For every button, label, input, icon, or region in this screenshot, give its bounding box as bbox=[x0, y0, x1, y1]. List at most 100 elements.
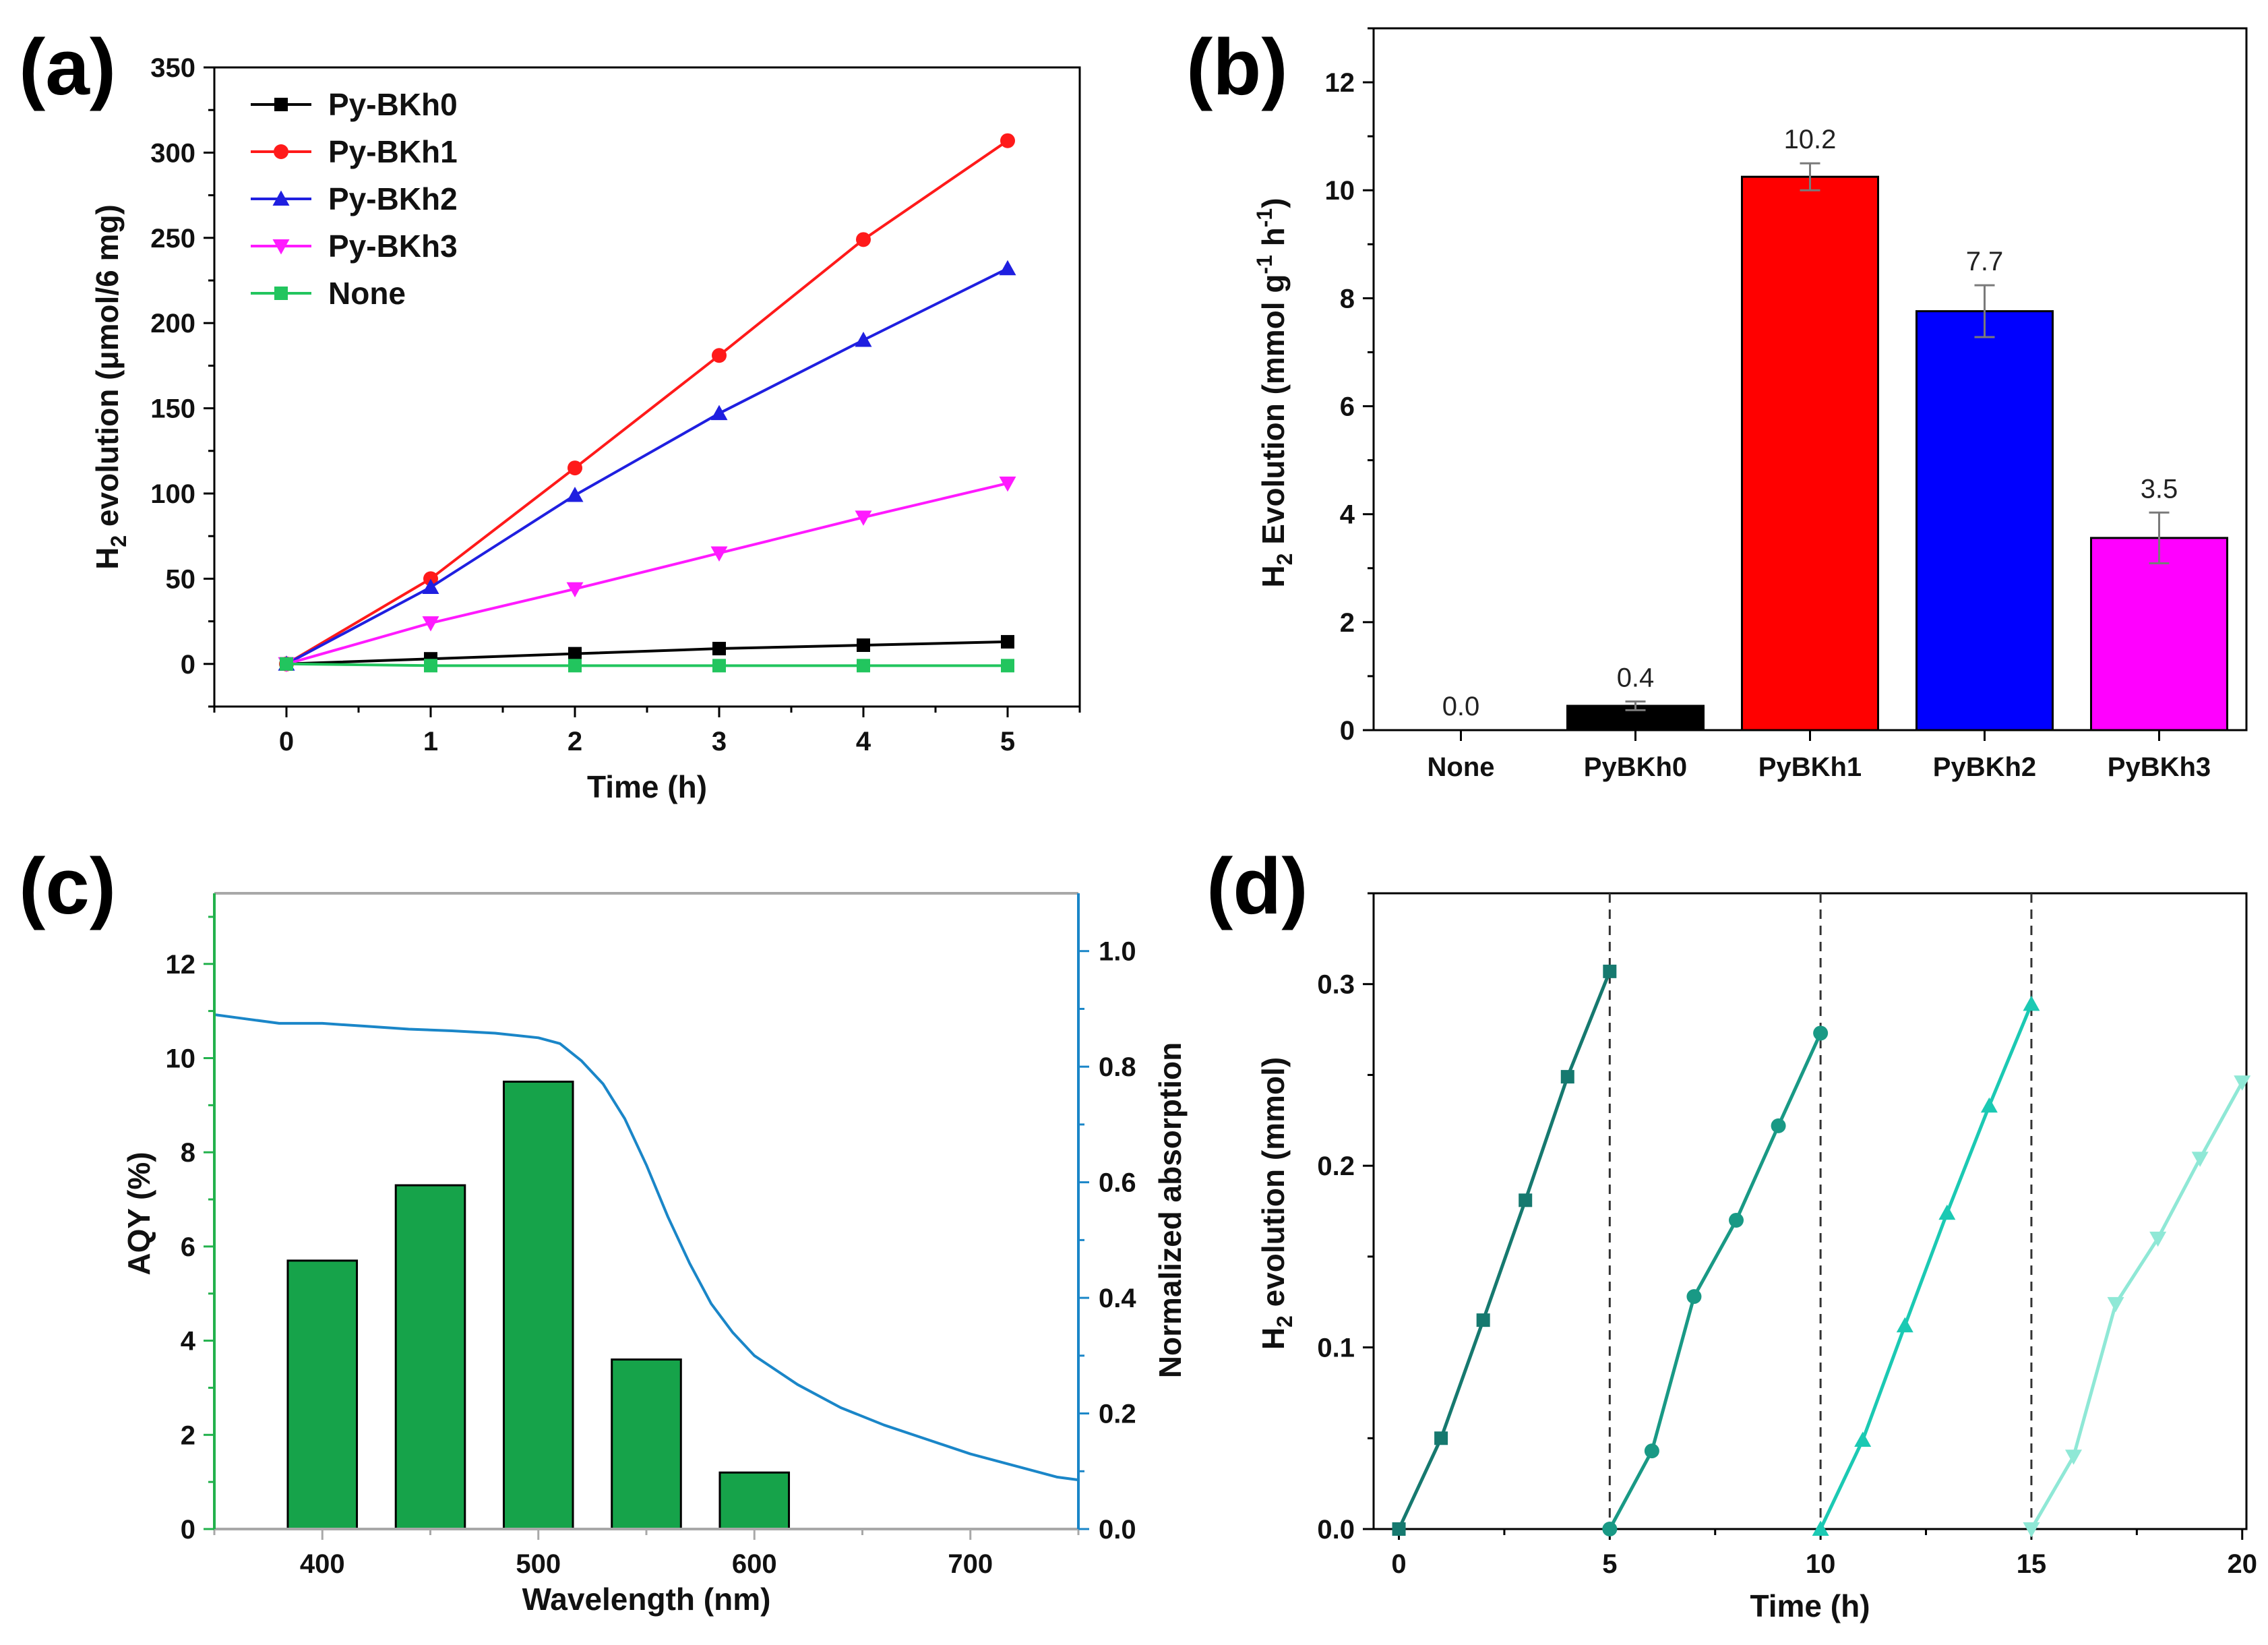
x-tick-label: 0 bbox=[279, 727, 294, 756]
data-point bbox=[2234, 1075, 2251, 1091]
x-axis-title: Wavelength (nm) bbox=[522, 1582, 771, 1617]
legend-marker bbox=[272, 239, 290, 255]
data-point bbox=[1476, 1313, 1490, 1327]
data-point bbox=[568, 647, 582, 661]
data-point bbox=[2023, 1522, 2040, 1538]
y-axis-title-part: -1 bbox=[1252, 208, 1277, 227]
x-tick-label: 500 bbox=[516, 1549, 561, 1579]
x-tick-label: 5 bbox=[1000, 727, 1015, 756]
x-tick-label: 400 bbox=[300, 1549, 345, 1579]
y-right-tick-label: 0.6 bbox=[1099, 1168, 1136, 1198]
x-tick-label: PyBKh1 bbox=[1758, 752, 1862, 782]
x-tick-label: 0 bbox=[1391, 1549, 1406, 1579]
absorption-line bbox=[214, 1013, 1079, 1482]
panel-c-label: (c) bbox=[19, 842, 116, 931]
y-axis-title-part: 2 bbox=[106, 535, 131, 547]
y-right-tick-label: 0.0 bbox=[1099, 1515, 1136, 1545]
data-point bbox=[1434, 1431, 1448, 1445]
data-point bbox=[1001, 659, 1014, 673]
bar-value-label: 0.4 bbox=[1617, 663, 1655, 693]
y-left-tick-label: 10 bbox=[166, 1044, 196, 1073]
legend-entry: Py-BKh1 bbox=[328, 134, 458, 169]
data-point bbox=[1602, 1522, 1618, 1536]
y-tick-label: 150 bbox=[150, 394, 195, 424]
data-point bbox=[2107, 1296, 2124, 1313]
y-left-tick-label: 12 bbox=[166, 950, 196, 980]
y-right-tick-label: 1.0 bbox=[1099, 937, 1136, 967]
data-point bbox=[1812, 1520, 1829, 1536]
y-tick-label: 100 bbox=[150, 479, 195, 509]
y-right-axis-title: Normalized absorption bbox=[1153, 1042, 1188, 1378]
data-point bbox=[1938, 1204, 1956, 1220]
y-axis-title-part: H bbox=[90, 547, 125, 570]
y-tick-label: 10 bbox=[1325, 176, 1355, 206]
y-axis-title-part: -1 bbox=[1252, 255, 1277, 274]
data-point bbox=[1896, 1317, 1913, 1333]
data-point bbox=[1854, 1431, 1872, 1447]
y-tick-label: 50 bbox=[166, 564, 196, 594]
aqy-bar bbox=[718, 1471, 791, 1530]
x-tick-label: 20 bbox=[2227, 1549, 2257, 1579]
series-line bbox=[286, 267, 1008, 665]
data-point bbox=[1686, 1289, 1702, 1305]
y-tick-label: 350 bbox=[150, 53, 195, 83]
legend-entry: Py-BKh0 bbox=[328, 87, 458, 122]
aqy-bar bbox=[502, 1080, 574, 1530]
data-point bbox=[857, 659, 870, 673]
y-axis-title: H2 evolution (μmol/6 mg) bbox=[90, 204, 131, 570]
x-tick-label: PyBKh0 bbox=[1584, 752, 1687, 782]
panel-d: (d) 0 5 10 15 20 Time (h) 0.0 0.1 0.2 0.3 H2 evolu… bbox=[1206, 842, 2257, 1623]
y-tick-label: 12 bbox=[1325, 68, 1355, 98]
bar bbox=[2089, 537, 2229, 731]
bar-value-label: 10.2 bbox=[1784, 125, 1837, 154]
bar bbox=[1740, 175, 1880, 731]
bar bbox=[1915, 310, 2054, 731]
data-point bbox=[855, 331, 872, 347]
panel-b-label: (b) bbox=[1186, 23, 1288, 112]
data-point bbox=[2191, 1152, 2209, 1167]
series-line bbox=[286, 662, 1008, 667]
data-point bbox=[1813, 1025, 1829, 1041]
series-line bbox=[285, 140, 1009, 665]
y-tick-label: 8 bbox=[1340, 284, 1355, 313]
y-left-axis-title-part: AQY (%) bbox=[121, 1152, 156, 1275]
data-point bbox=[2149, 1231, 2167, 1247]
x-axis-title: Time (h) bbox=[1750, 1588, 1870, 1623]
legend-entry: None bbox=[328, 276, 406, 311]
y-tick-label: 200 bbox=[150, 309, 195, 338]
y-axis-title-part: H bbox=[1256, 1327, 1291, 1350]
aqy-bar bbox=[394, 1184, 466, 1530]
cycle-line bbox=[1818, 1003, 2033, 1530]
y-axis-title-part: ) bbox=[1256, 198, 1291, 208]
y-axis-title: H2 Evolution (mmol g-1 h-1) bbox=[1252, 198, 1297, 587]
y-axis-title-part: 2 bbox=[1273, 1315, 1297, 1327]
x-tick-label: PyBKh2 bbox=[1933, 752, 2036, 782]
data-point bbox=[568, 659, 582, 673]
y-right-tick-label: 0.8 bbox=[1099, 1052, 1136, 1082]
y-right-tick-label: 0.4 bbox=[1099, 1284, 1136, 1313]
data-point bbox=[710, 405, 728, 421]
legend-marker bbox=[274, 144, 288, 159]
y-axis-title-part: H bbox=[1256, 565, 1291, 587]
data-point bbox=[999, 476, 1016, 492]
data-point bbox=[712, 659, 726, 673]
data-point bbox=[1392, 1522, 1406, 1536]
data-point bbox=[1771, 1118, 1786, 1133]
x-tick-label: PyBKh3 bbox=[2108, 752, 2211, 782]
data-point bbox=[422, 616, 439, 632]
y-tick-label: 4 bbox=[1340, 500, 1355, 530]
bar bbox=[1566, 705, 1705, 731]
aqy-bar bbox=[611, 1358, 682, 1530]
x-tick-label: 1 bbox=[423, 727, 438, 756]
y-axis-title-part: h bbox=[1256, 227, 1291, 255]
x-tick-label: 2 bbox=[568, 727, 582, 756]
plot-frame bbox=[1372, 892, 2248, 1530]
series-line bbox=[286, 640, 1008, 665]
legend-marker bbox=[274, 287, 288, 300]
legend-entry: Py-BKh2 bbox=[328, 181, 458, 216]
data-point bbox=[422, 578, 439, 595]
y-left-axis-title: AQY (%) bbox=[121, 1152, 156, 1275]
data-point bbox=[1603, 964, 1617, 978]
data-point bbox=[855, 510, 872, 526]
